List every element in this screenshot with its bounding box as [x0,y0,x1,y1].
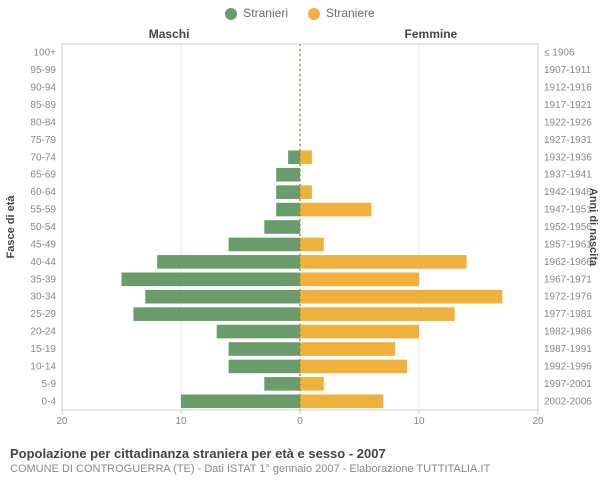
bar-female [300,238,324,252]
legend-swatch-female [308,8,320,20]
legend-swatch-male [225,8,237,20]
age-label: 40-44 [30,257,56,268]
bar-female [300,185,312,199]
birth-label: ≤ 1906 [544,48,575,59]
age-label: 70-74 [30,152,56,163]
age-label: 80-84 [30,117,56,128]
birth-label: 1982-1986 [544,327,592,338]
age-label: 15-19 [30,344,56,355]
bar-male [276,185,300,199]
bar-male [229,360,300,374]
population-pyramid-chart: Stranieri Straniere 20 10 0 10 20 100+ ≤ 1906 9… [0,0,600,500]
legend-label-female: Straniere [326,6,375,20]
bar-female [300,307,455,321]
col-header-male: Maschi [149,27,190,41]
bar-male [264,377,300,391]
chart-subtitle: COMUNE DI CONTROGUERRA (TE) - Dati ISTAT… [10,463,590,475]
age-label: 10-14 [30,361,56,372]
bar-male [133,307,300,321]
birth-label: 1997-2001 [544,379,592,390]
bar-male [276,168,300,182]
bar-female [300,342,395,356]
legend-item-female: Straniere [308,6,375,20]
bar-male [157,255,300,269]
age-label: 60-64 [30,187,56,198]
age-label: 85-89 [30,100,56,111]
age-label: 55-59 [30,205,56,216]
bar-male [145,290,300,304]
bar-male [229,342,300,356]
birth-label: 1977-1981 [544,309,592,320]
birth-label: 1967-1971 [544,274,592,285]
bar-male [229,238,300,252]
bar-female [300,394,383,408]
bar-male [217,325,300,339]
bar-male [181,394,300,408]
birth-label: 1942-1946 [544,187,592,198]
bar-female [300,272,419,286]
birth-label: 2002-2006 [544,396,592,407]
bar-male [264,220,300,234]
birth-label: 1922-1926 [544,117,592,128]
birth-label: 1932-1936 [544,152,592,163]
birth-label: 1937-1941 [544,170,592,181]
bar-female [300,360,407,374]
x-tick-label: 20 [532,416,544,427]
x-tick-label: 20 [56,416,68,427]
age-label: 45-49 [30,239,56,250]
legend-label-male: Stranieri [243,6,288,20]
birth-label: 1972-1976 [544,292,592,303]
x-tick-label: 10 [175,416,187,427]
axis-title-left: Fasce di età [5,195,17,259]
bar-female [300,325,419,339]
age-label: 65-69 [30,170,56,181]
legend-item-male: Stranieri [225,6,288,20]
chart-title: Popolazione per cittadinanza straniera p… [10,446,590,461]
birth-label: 1987-1991 [544,344,592,355]
birth-label: 1952-1956 [544,222,592,233]
chart-footer: Popolazione per cittadinanza straniera p… [0,440,600,485]
age-label: 20-24 [30,327,56,338]
age-label: 95-99 [30,65,56,76]
bar-male [122,272,301,286]
birth-label: 1962-1966 [544,257,592,268]
x-tick-label: 10 [413,416,425,427]
age-label: 0-4 [42,396,57,407]
bar-female [300,150,312,164]
x-tick-label: 0 [297,416,303,427]
birth-label: 1912-1916 [544,83,592,94]
birth-label: 1927-1931 [544,135,592,146]
bar-female [300,377,324,391]
birth-label: 1992-1996 [544,361,592,372]
bar-male [276,203,300,217]
bar-male [288,150,300,164]
axis-title-right: Anni di nascita [587,188,599,267]
age-label: 90-94 [30,83,56,94]
age-label: 100+ [33,48,56,59]
birth-label: 1917-1921 [544,100,592,111]
birth-label: 1947-1951 [544,205,592,216]
birth-label: 1957-1961 [544,239,592,250]
age-label: 5-9 [42,379,57,390]
bar-female [300,290,502,304]
bar-female [300,255,467,269]
age-label: 25-29 [30,309,56,320]
age-label: 35-39 [30,274,56,285]
pyramid-svg: 20 10 0 10 20 100+ ≤ 1906 95-99 1907-1911 90-94 19… [0,20,600,440]
col-header-female: Femmine [405,27,458,41]
bar-female [300,203,371,217]
age-label: 30-34 [30,292,56,303]
age-label: 50-54 [30,222,56,233]
age-label: 75-79 [30,135,56,146]
legend: Stranieri Straniere [0,0,600,20]
birth-label: 1907-1911 [544,65,592,76]
